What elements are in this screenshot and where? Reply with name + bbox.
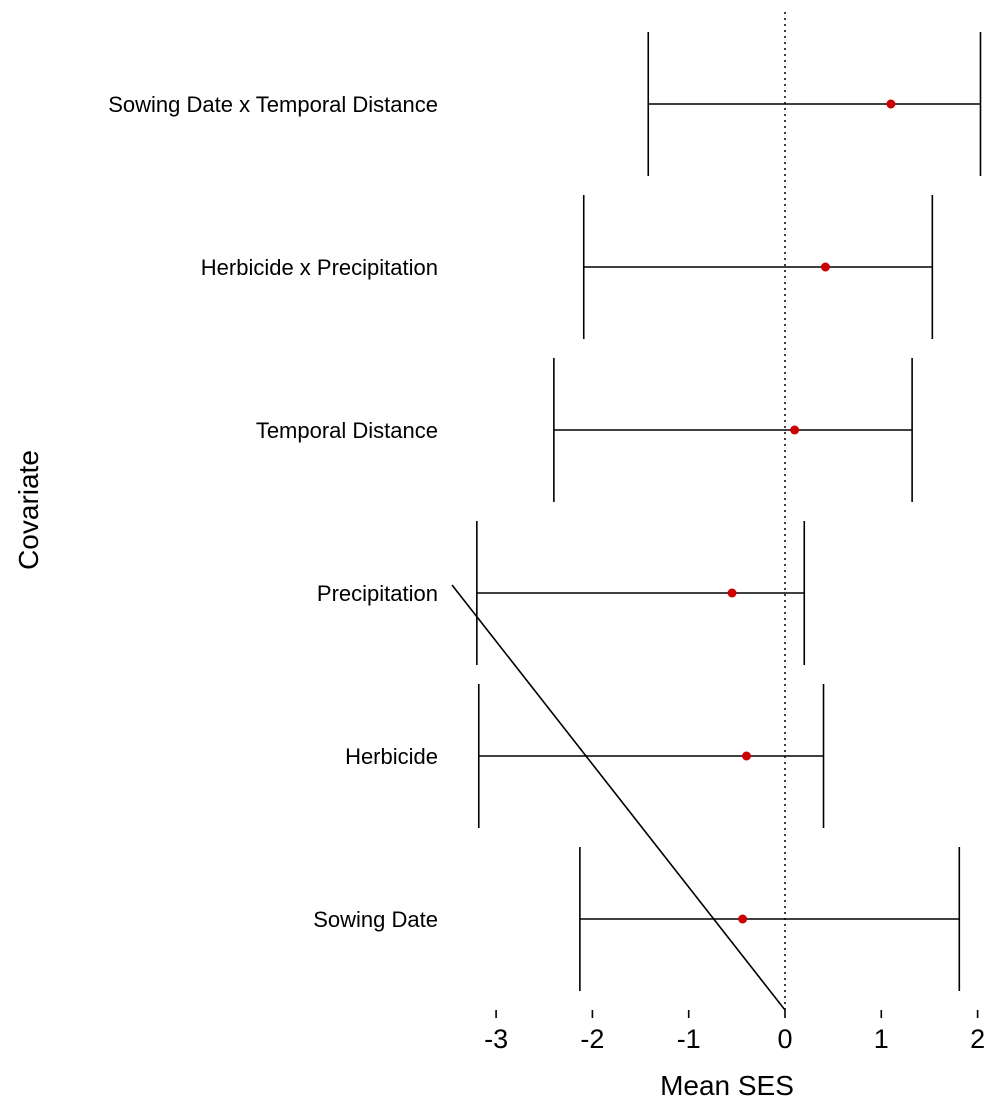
covariate-label: Sowing Date (313, 907, 438, 932)
x-tick-label: -2 (580, 1024, 604, 1054)
mean-point (727, 588, 737, 598)
covariate-label: Precipitation (317, 581, 438, 606)
covariate-label: Sowing Date x Temporal Distance (108, 92, 438, 117)
mean-point (790, 425, 800, 435)
axis-diagonal-line (451, 584, 786, 1011)
x-axis-title: Mean SES (660, 1070, 794, 1101)
covariate-label: Herbicide x Precipitation (201, 255, 438, 280)
x-tick-label: 1 (874, 1024, 889, 1054)
mean-point (820, 262, 830, 272)
x-tick-label: -1 (677, 1024, 701, 1054)
x-axis: -3 -2 -1 0 1 2 (451, 584, 985, 1054)
covariate-label: Herbicide (345, 744, 438, 769)
covariate-labels: Sowing Date x Temporal Distance Herbicide… (108, 92, 438, 932)
mean-points (727, 99, 896, 924)
x-tick-label: 2 (970, 1024, 985, 1054)
y-axis-title: Covariate (13, 450, 44, 570)
mean-point (741, 751, 751, 761)
mean-point (738, 914, 748, 924)
x-tick-label: 0 (777, 1024, 792, 1054)
x-tick-label: -3 (484, 1024, 508, 1054)
covariate-label: Temporal Distance (256, 418, 438, 443)
mean-point (886, 99, 896, 109)
confidence-intervals (476, 12, 982, 1010)
